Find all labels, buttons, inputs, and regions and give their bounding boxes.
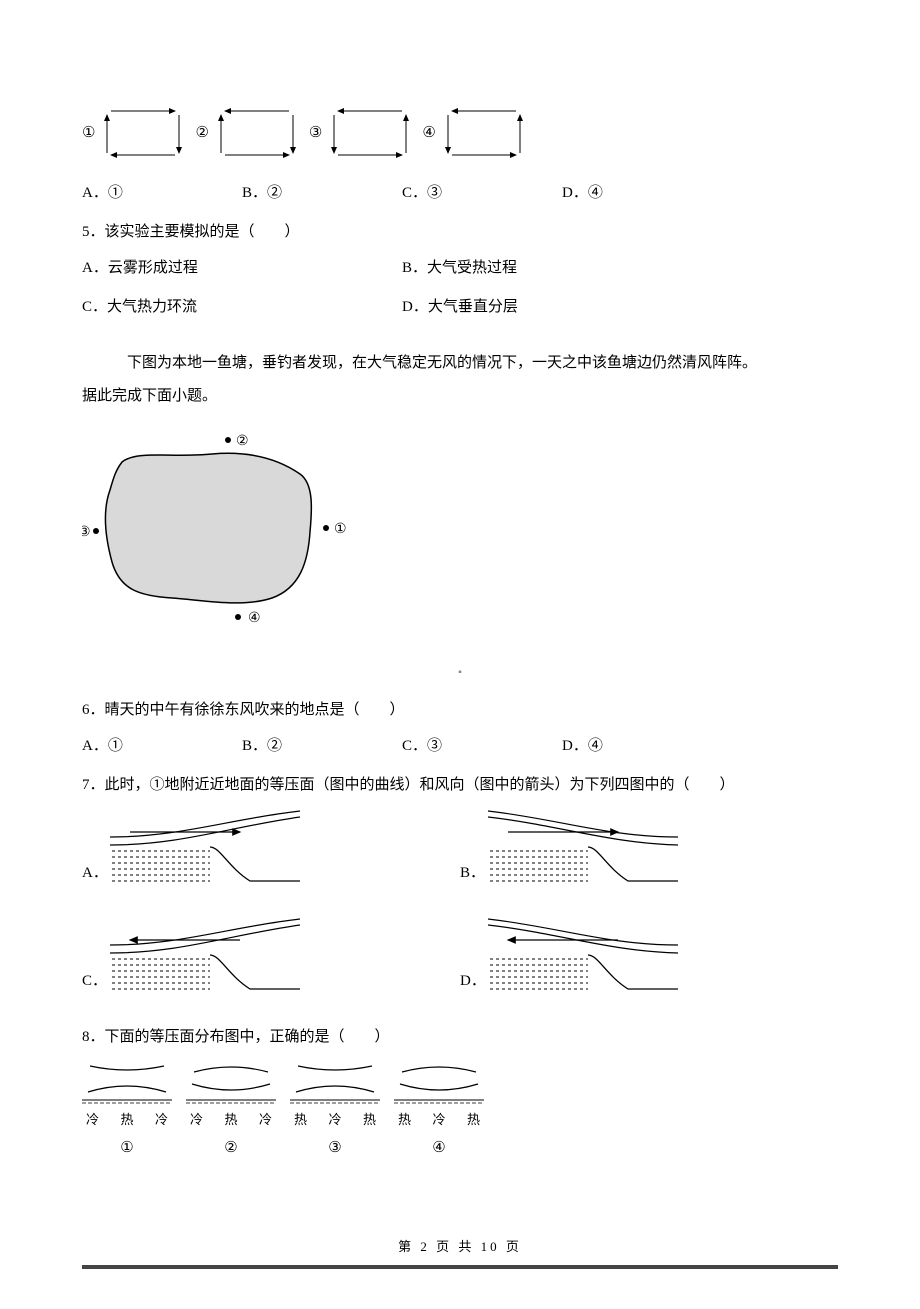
svg-text:①: ① [334, 522, 347, 537]
q8-iso-2-num: ② [186, 1134, 276, 1163]
q7-label-a: A． [82, 859, 110, 888]
q4-label-2: ② [195, 119, 208, 148]
q8-diagrams: 冷 热 冷 ① 冷 热 冷 ② 热 冷 热 ③ [82, 1060, 838, 1163]
q8-iso-3-labels: 热 冷 热 [290, 1106, 380, 1133]
q8-iso-1-num: ① [82, 1134, 172, 1163]
svg-text:②: ② [236, 434, 249, 449]
q4-box-1 [103, 105, 183, 161]
q8-iso-3: 热 冷 热 ③ [290, 1060, 380, 1163]
q6-opt-c: C．③ [402, 732, 562, 761]
q4-label-3: ③ [309, 119, 322, 148]
q7-diagrams: A． B． C． [82, 807, 838, 1023]
q8-iso-1-labels: 冷 热 冷 [82, 1106, 172, 1133]
svg-text:④: ④ [248, 611, 261, 626]
q8-iso-2: 冷 热 冷 ② [186, 1060, 276, 1163]
q4-opt-d: D．④ [562, 179, 722, 208]
q4-box-2 [217, 105, 297, 161]
passage-text: 下图为本地一鱼塘，垂钓者发现，在大气稳定无风的情况下，一天之中该鱼塘边仍然清风阵… [82, 349, 838, 378]
q4-opt-a: A．① [82, 179, 242, 208]
q8-iso-4-num: ④ [394, 1134, 484, 1163]
page-footer: 第 2 页 共 10 页 [82, 1235, 838, 1260]
center-marker-icon: ▪ [82, 663, 838, 682]
q5-stem: 5．该实验主要模拟的是（ ） [82, 218, 838, 247]
pond-diagram: ① ② ③ ④ [82, 422, 838, 641]
q7-item-b: B． [460, 807, 838, 887]
q8-iso-4-labels: 热 冷 热 [394, 1106, 484, 1133]
q6-stem: 6．晴天的中午有徐徐东风吹来的地点是（ ） [82, 696, 838, 725]
q4-label-4: ④ [422, 119, 435, 148]
q7-item-d: D． [460, 915, 838, 995]
footer-bar [82, 1265, 838, 1269]
q7-label-b: B． [460, 859, 488, 888]
q4-opt-b: B．② [242, 179, 402, 208]
svg-text:③: ③ [82, 525, 91, 540]
q4-options: A．① B．② C．③ D．④ [82, 179, 838, 208]
q8-iso-4: 热 冷 热 ④ [394, 1060, 484, 1163]
q6-options: A．① B．② C．③ D．④ [82, 732, 838, 761]
q7-item-a: A． [82, 807, 460, 887]
q4-box-3 [330, 105, 410, 161]
q4-circulation-diagrams: ① ② ③ ④ [82, 105, 838, 161]
q8-iso-3-num: ③ [290, 1134, 380, 1163]
q5-opts-row2: C．大气热力环流 D．大气垂直分层 [82, 293, 838, 322]
q6-opt-b: B．② [242, 732, 402, 761]
q4-opt-c: C．③ [402, 179, 562, 208]
q4-label-1: ① [82, 119, 95, 148]
q5-opt-c: C．大气热力环流 [82, 293, 402, 322]
q7-label-d: D． [460, 967, 488, 996]
q7-item-c: C． [82, 915, 460, 995]
q8-iso-2-labels: 冷 热 冷 [186, 1106, 276, 1133]
q6-opt-d: D．④ [562, 732, 722, 761]
q4-box-4 [444, 105, 524, 161]
q8-iso-1: 冷 热 冷 ① [82, 1060, 172, 1163]
q7-label-c: C． [82, 967, 110, 996]
q5-opt-b: B．大气受热过程 [402, 254, 517, 283]
q8-stem: 8．下面的等压面分布图中，正确的是（ ） [82, 1023, 838, 1052]
q5-opts-row1: A．云雾形成过程 B．大气受热过程 [82, 254, 838, 283]
q7-stem: 7．此时，①地附近近地面的等压面（图中的曲线）和风向（图中的箭头）为下列四图中的… [82, 771, 838, 800]
q6-opt-a: A．① [82, 732, 242, 761]
passage-text-2: 据此完成下面小题。 [82, 382, 838, 411]
q5-opt-a: A．云雾形成过程 [82, 254, 402, 283]
q5-opt-d: D．大气垂直分层 [402, 293, 518, 322]
